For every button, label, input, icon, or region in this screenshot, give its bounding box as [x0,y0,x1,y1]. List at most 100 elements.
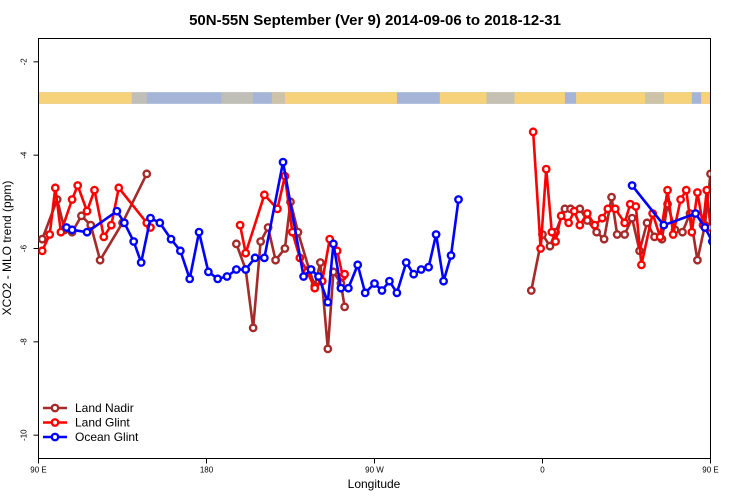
data-point [119,218,129,228]
data-point [241,248,251,258]
x-axis-label: Longitude [348,477,401,491]
y-tick-label: -10 [20,429,29,441]
land-band [131,92,147,104]
land-ocean-strip [38,92,711,104]
series-line [235,200,346,351]
data-point [655,232,665,242]
data-point [194,227,204,237]
data-point [575,220,585,230]
data-point [259,253,269,263]
legend-item: Ocean Glint [43,430,139,444]
data-point [142,169,152,179]
y-tick-label: -4 [20,151,29,159]
data-point [166,234,176,244]
legend-item: Land Nadir [43,401,134,415]
data-point [370,279,379,288]
data-point [691,209,700,218]
data-point [353,260,363,270]
data-point [82,206,92,216]
data-point [146,213,155,223]
data-point [627,213,637,223]
legend-marker [50,403,60,413]
series-ocean-glint [62,157,739,307]
data-point [67,195,77,204]
data-point [50,183,60,193]
land-band [271,92,285,104]
data-point [38,234,47,244]
data-point [67,225,77,235]
land-band [221,92,254,104]
data-point [454,195,463,204]
data-point [315,258,325,267]
data-point [77,211,86,221]
data-point [528,127,538,137]
data-point [329,239,338,249]
data-point [271,255,280,265]
land-band [514,92,565,104]
data-point [620,230,630,239]
data-point [222,272,232,281]
data-point [627,181,637,190]
data-point [620,218,630,228]
data-point [597,213,607,223]
x-tick-label: 180 [200,466,214,475]
data-point [45,230,55,239]
data-point [551,237,560,246]
data-point [431,230,441,239]
data-point [310,283,320,293]
data-point [129,237,139,246]
data-point [702,185,711,195]
land-band [645,92,664,104]
y-tick-label: -8 [20,338,29,346]
land-band [284,92,397,104]
data-point [446,251,456,260]
data-point [607,192,616,202]
data-point [248,323,258,333]
data-point [536,244,546,253]
legend-label: Land Nadir [75,401,134,415]
data-point [90,185,99,195]
data-point [73,181,83,190]
data-point [612,230,622,239]
data-point [256,237,266,246]
series-line [66,160,460,304]
data-point [663,185,672,195]
legend-item: Land Glint [43,416,130,430]
data-point [706,169,711,179]
data-point [582,209,592,218]
series-line [631,184,711,241]
x-tick-label: 90 W [365,466,384,475]
data-point [360,288,370,298]
data-point [599,234,609,244]
data-point [250,253,260,263]
data-point [439,276,448,286]
data-point [678,227,687,237]
x-tick-label: 90 E [702,466,718,475]
land-band [663,92,692,104]
data-point [343,283,353,293]
series-layer [38,127,739,354]
data-point [547,227,557,237]
legend-label: Land Glint [75,416,130,430]
data-point [668,230,678,239]
x-tick-label: 90 E [30,466,46,475]
data-point [424,262,434,272]
data-point [38,246,47,256]
data-point [569,206,579,216]
series-land-glint [38,127,711,293]
data-point [106,220,116,230]
y-tick-label: -2 [20,58,29,66]
data-point [278,157,288,167]
data-point [340,302,350,312]
data-point [213,274,223,284]
data-point [676,195,686,204]
data-point [717,259,723,265]
land-band [38,92,132,104]
data-point [336,283,346,293]
data-point [693,188,702,197]
land-band [439,92,487,104]
data-point [95,255,105,265]
land-band [486,92,515,104]
data-point [733,222,739,228]
